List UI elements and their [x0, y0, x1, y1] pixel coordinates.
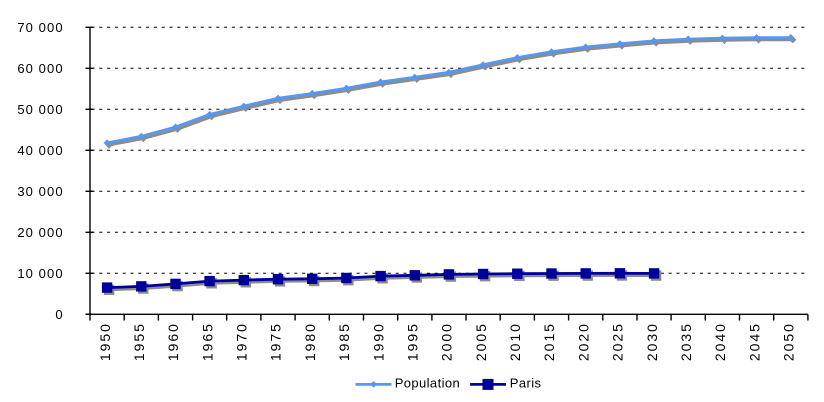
svg-text:0: 0 [55, 307, 63, 322]
svg-text:Population: Population [395, 375, 460, 390]
svg-text:1960: 1960 [165, 322, 181, 361]
svg-text:1965: 1965 [199, 322, 215, 361]
svg-text:Paris: Paris [510, 375, 542, 390]
svg-text:20 000: 20 000 [17, 225, 63, 240]
svg-text:2030: 2030 [644, 322, 660, 361]
svg-text:1995: 1995 [405, 322, 421, 361]
svg-text:1950: 1950 [97, 322, 113, 361]
svg-text:2010: 2010 [507, 322, 523, 361]
svg-text:2035: 2035 [678, 322, 694, 361]
svg-text:2025: 2025 [610, 322, 626, 361]
svg-text:1970: 1970 [234, 322, 250, 361]
svg-text:1975: 1975 [268, 322, 284, 361]
svg-text:2045: 2045 [746, 322, 762, 361]
svg-text:1985: 1985 [336, 322, 352, 361]
svg-text:70 000: 70 000 [17, 20, 63, 35]
svg-text:50 000: 50 000 [17, 102, 63, 117]
svg-text:1955: 1955 [131, 322, 147, 361]
svg-text:60 000: 60 000 [17, 61, 63, 76]
svg-text:2015: 2015 [541, 322, 557, 361]
svg-text:2000: 2000 [439, 322, 455, 361]
svg-text:30 000: 30 000 [17, 184, 63, 199]
svg-text:10 000: 10 000 [17, 266, 63, 281]
svg-text:40 000: 40 000 [17, 143, 63, 158]
svg-text:2020: 2020 [575, 322, 591, 361]
svg-text:2050: 2050 [781, 322, 797, 361]
svg-text:1980: 1980 [302, 322, 318, 361]
svg-text:2005: 2005 [473, 322, 489, 361]
svg-text:1990: 1990 [370, 322, 386, 361]
svg-text:2040: 2040 [712, 322, 728, 361]
